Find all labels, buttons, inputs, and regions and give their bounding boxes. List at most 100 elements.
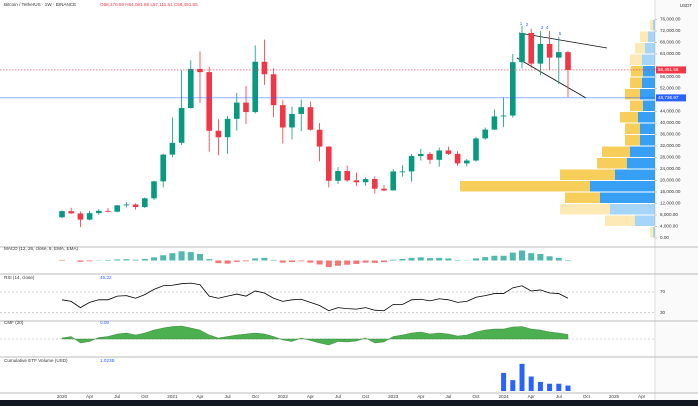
volume-profile-up (460, 181, 590, 192)
macd-histogram-bar (169, 253, 176, 261)
candle-body (399, 171, 406, 173)
volume-profile-up (625, 89, 640, 100)
volume-profile-up (625, 123, 640, 134)
volume-profile-up (630, 77, 642, 88)
x-tick-label: Apr (307, 394, 315, 399)
x-tick-label: Apr (417, 394, 425, 399)
candle-body (344, 171, 350, 181)
macd-histogram-bar (445, 258, 452, 261)
y-tick-label: 76,000.00 (660, 17, 681, 22)
volume-profile-down (653, 227, 655, 238)
volume-profile-down (590, 181, 655, 192)
candle-body (537, 43, 544, 64)
candle-body (280, 105, 286, 128)
macd-histogram-bar (160, 255, 167, 261)
volume-profile-down (642, 77, 655, 88)
price-badge-label: 58,451.55 (658, 67, 679, 72)
macd-histogram-bar (362, 260, 369, 263)
pane-title: RSI (14, close) (4, 275, 35, 280)
macd-histogram-bar (353, 260, 360, 264)
macd-histogram-bar (344, 260, 351, 265)
macd-histogram-bar (509, 252, 516, 261)
pane-value: 1.023B (100, 358, 115, 363)
y-tick-label: 68,000.00 (660, 40, 681, 45)
volume-profile-up (650, 20, 653, 31)
macd-histogram-bar (555, 257, 562, 261)
x-tick-label: 2021 (167, 394, 178, 399)
candle-body (132, 204, 139, 208)
candle-body (519, 33, 525, 63)
macd-histogram-bar (105, 259, 111, 261)
candle-body (298, 107, 304, 114)
y-tick-label: 0.00 (660, 235, 669, 240)
macd-histogram-bar (482, 257, 489, 261)
macd-histogram-bar (473, 258, 479, 261)
wave-label: 3 (541, 25, 544, 30)
y-tick-label: 36,000.00 (660, 132, 681, 137)
candle-body (169, 142, 176, 155)
etf-volume-bar (537, 381, 543, 391)
candle-body (105, 210, 111, 212)
macd-histogram-bar (197, 253, 203, 261)
currency: USDT (680, 3, 693, 8)
candle-body (215, 130, 222, 138)
x-tick-label: Jul (445, 394, 451, 399)
etf-volume-bar (528, 376, 534, 391)
y-tick-label: 70 (660, 289, 666, 294)
candle-body (510, 62, 516, 116)
volume-profile-up (650, 227, 653, 238)
x-tick-label: Oct (583, 394, 591, 399)
candle-body (362, 179, 369, 183)
volume-profile-down (635, 215, 655, 226)
volume-profile-down (630, 146, 655, 157)
volume-profile-down (638, 112, 655, 123)
volume-profile-down (643, 100, 655, 111)
x-tick-label: Oct (141, 394, 149, 399)
macd-histogram-bar (261, 257, 268, 261)
candle-body (307, 107, 314, 130)
macd-histogram-bar (187, 252, 194, 261)
candle-body (224, 118, 231, 138)
macd-histogram-bar (399, 258, 406, 261)
trendline (516, 57, 587, 99)
macd-histogram-bar (528, 253, 535, 261)
candle-body (123, 204, 130, 206)
macd-histogram-bar (86, 260, 93, 262)
macd-histogram-bar (371, 260, 378, 263)
x-tick-label: Jul (225, 394, 231, 399)
macd-histogram-bar (565, 259, 571, 261)
volume-profile-up (605, 215, 635, 226)
volume-profile-up (565, 192, 600, 203)
macd-histogram-bar (307, 260, 314, 263)
x-tick-label: Jul (556, 394, 562, 399)
candle-body (427, 153, 433, 160)
x-tick-label: Jul (335, 394, 341, 399)
macd-histogram-bar (123, 259, 130, 261)
etf-volume-bar (556, 383, 562, 391)
x-tick-label: 2025 (609, 394, 620, 399)
bottom-bar (0, 400, 698, 406)
candle-body (252, 61, 258, 113)
pane-title: Cumulative ETF Volume (USD) (4, 358, 68, 363)
x-tick-label: Oct (362, 394, 370, 399)
macd-histogram-bar (491, 255, 498, 261)
candle-body (408, 156, 415, 172)
candle-body (316, 129, 323, 147)
macd-histogram-bar (279, 260, 286, 263)
candle-body (160, 154, 166, 182)
macd-histogram-bar (427, 258, 433, 261)
macd-histogram-bar (206, 259, 213, 261)
volume-profile-down (640, 123, 655, 134)
x-tick-label: 2023 (388, 394, 399, 399)
candle-body (491, 116, 498, 130)
macd-histogram-bar (325, 260, 332, 268)
macd-histogram-bar (417, 257, 424, 261)
y-tick-label: 4,000.00 (660, 224, 678, 229)
volume-profile-up (631, 66, 643, 77)
etf-volume-bar (501, 372, 507, 391)
volume-profile-down (648, 31, 655, 42)
candle-body (473, 138, 479, 161)
candle-body (353, 180, 360, 183)
candle-body (335, 171, 341, 181)
volume-profile-down (615, 169, 655, 180)
